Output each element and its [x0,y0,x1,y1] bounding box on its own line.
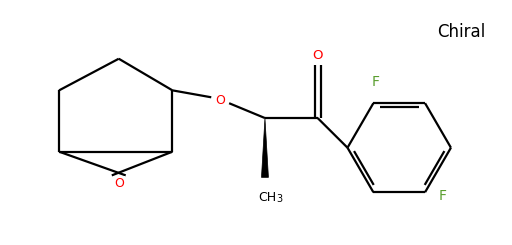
Text: O: O [114,177,124,190]
Text: 3: 3 [276,194,282,204]
Text: CH: CH [258,191,276,204]
Text: F: F [371,75,379,89]
Text: O: O [312,49,323,62]
Polygon shape [262,118,268,177]
Text: F: F [439,189,447,203]
Text: Chiral: Chiral [437,23,485,41]
Text: O: O [215,94,225,107]
